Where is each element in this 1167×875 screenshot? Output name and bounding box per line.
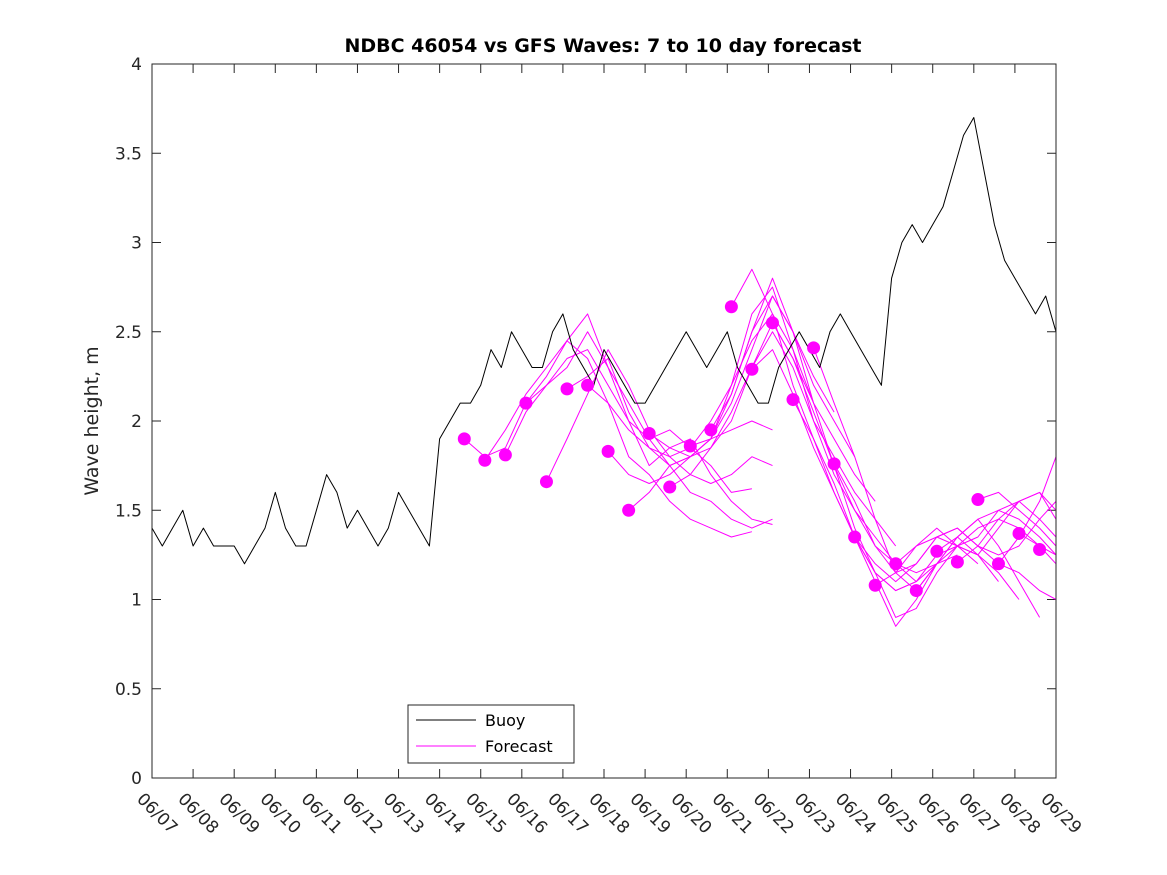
y-tick-label: 4 [131, 55, 142, 75]
forecast-marker [581, 378, 595, 392]
forecast-lines [463, 268, 1057, 627]
x-tick-label: 06/09 [215, 789, 264, 838]
x-tick-label: 06/25 [872, 789, 921, 838]
x-tick-label: 06/26 [913, 789, 962, 838]
forecast-marker [950, 555, 964, 569]
forecast-series-line [710, 277, 937, 574]
forecast-marker [519, 396, 533, 410]
forecast-marker [848, 530, 862, 544]
forecast-marker [498, 448, 512, 462]
y-tick-label: 1.5 [115, 501, 142, 521]
forecast-marker [539, 475, 553, 489]
forecast-marker [1012, 526, 1026, 540]
forecast-marker [642, 426, 656, 440]
y-tick-label: 1 [131, 591, 142, 611]
plot-frame [151, 63, 1057, 779]
legend-box [407, 704, 575, 764]
y-axis-label: Wave height, m [81, 346, 103, 495]
buoy-line-group [151, 117, 1057, 565]
forecast-marker [663, 480, 677, 494]
forecast-series-line [504, 349, 773, 525]
y-tick-label: 2.5 [115, 323, 142, 343]
x-tick-label: 06/29 [1036, 789, 1085, 838]
legend: Buoy Forecast [407, 704, 575, 764]
x-tick-label: 06/21 [708, 789, 757, 838]
x-tick-label: 06/24 [831, 789, 880, 838]
x-tick-label: 06/23 [790, 789, 839, 838]
forecast-marker [478, 453, 492, 467]
forecast-series-line [546, 349, 773, 484]
forecast-marker [971, 493, 985, 507]
forecast-marker [1033, 543, 1047, 557]
x-tick-label: 06/17 [543, 789, 592, 838]
y-tick-label: 3 [131, 234, 142, 254]
forecast-marker [889, 557, 903, 571]
forecast-marker [868, 578, 882, 592]
forecast-marker [991, 557, 1005, 571]
y-tick-label: 0 [131, 769, 142, 789]
legend-buoy-label: Buoy [485, 711, 525, 730]
y-tick-label: 2 [131, 412, 142, 432]
forecast-marker [724, 300, 738, 314]
x-tick-label: 06/11 [297, 789, 346, 838]
forecast-marker [622, 503, 636, 517]
x-tick-label: 06/18 [584, 789, 633, 838]
buoy-series-line [151, 117, 1057, 565]
x-tick-label: 06/08 [174, 789, 223, 838]
x-tick-label: 06/20 [667, 789, 716, 838]
x-tick-label: 06/19 [626, 789, 675, 838]
x-tick-label: 06/22 [749, 789, 798, 838]
forecast-marker [745, 362, 759, 376]
forecast-series-line [854, 500, 1057, 583]
chart-title: NDBC 46054 vs GFS Waves: 7 to 10 day for… [344, 35, 861, 57]
x-tick-label: 06/15 [461, 789, 510, 838]
x-tick-label: 06/13 [379, 789, 428, 838]
x-tick-label: 06/16 [502, 789, 551, 838]
forecast-series-line [648, 322, 876, 502]
forecast-marker [765, 316, 779, 330]
forecast-marker [560, 382, 574, 396]
forecast-series-line [607, 295, 835, 484]
axes: 00.511.522.533.5406/0706/0806/0906/1006/… [115, 55, 1085, 838]
forecast-marker [827, 457, 841, 471]
forecast-marker [683, 439, 697, 453]
forecast-series-line [628, 295, 856, 511]
forecast-marker [909, 584, 923, 598]
forecast-series-line [484, 340, 753, 538]
forecast-marker [786, 393, 800, 407]
legend-forecast-label: Forecast [485, 737, 553, 756]
x-tick-label: 06/27 [954, 789, 1003, 838]
forecast-marker [930, 544, 944, 558]
y-tick-label: 3.5 [115, 144, 142, 164]
forecast-series-line [915, 518, 1057, 600]
x-tick-label: 06/07 [132, 789, 181, 838]
x-tick-label: 06/14 [420, 789, 469, 838]
forecast-series-line [669, 331, 897, 547]
x-tick-label: 06/10 [256, 789, 305, 838]
forecast-marker [601, 444, 615, 458]
forecast-series-line [792, 399, 1020, 627]
x-tick-label: 06/12 [338, 789, 387, 838]
forecast-marker [807, 341, 821, 355]
forecast-marker [457, 432, 471, 446]
x-tick-label: 06/28 [995, 789, 1044, 838]
forecast-marker [704, 423, 718, 437]
y-tick-label: 0.5 [115, 680, 142, 700]
forecast-markers [457, 300, 1047, 598]
